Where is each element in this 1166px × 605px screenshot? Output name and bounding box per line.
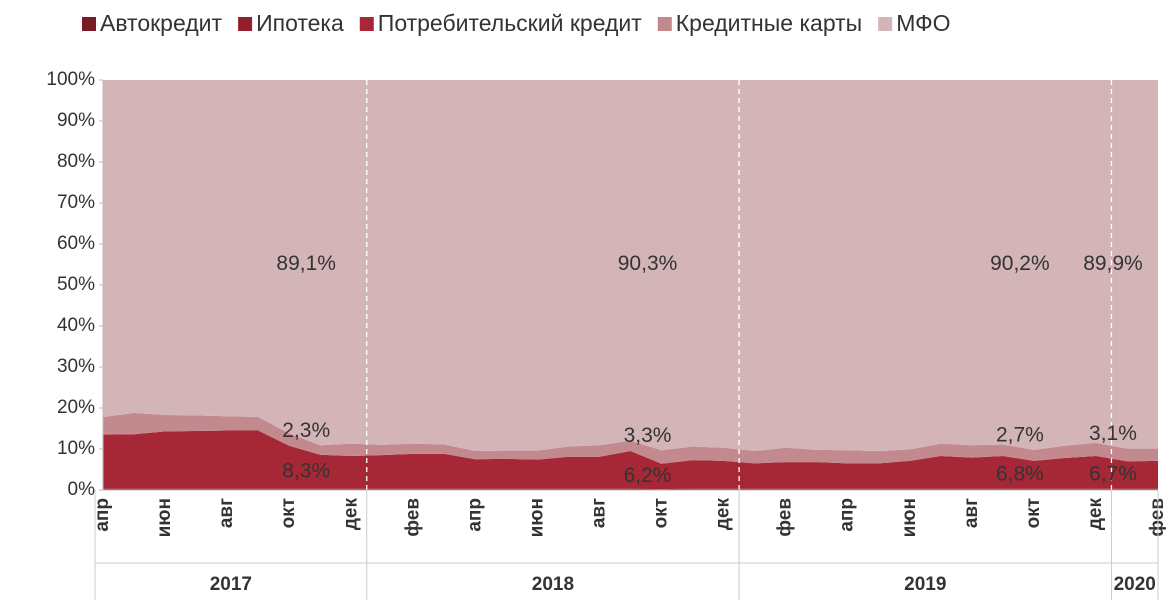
x-tick-label: авг: [216, 498, 237, 528]
year-label: 2019: [904, 574, 946, 595]
x-tick-label: фев: [402, 498, 423, 537]
data-label: 3,3%: [624, 424, 672, 447]
data-label: 3,1%: [1089, 422, 1137, 445]
x-tick-label: дек: [1085, 498, 1106, 531]
y-tick-label: 90%: [57, 110, 95, 131]
y-tick-label: 100%: [46, 69, 95, 90]
y-tick-label: 0%: [68, 479, 96, 500]
legend-label: Ипотека: [256, 10, 344, 36]
y-tick-label: 10%: [57, 438, 95, 459]
y-tick-label: 40%: [57, 315, 95, 336]
legend-label: МФО: [896, 10, 950, 36]
x-tick-label: фев: [1147, 498, 1166, 537]
x-tick-label: апр: [837, 498, 858, 532]
x-tick-label: июн: [154, 498, 175, 537]
legend-swatch: [878, 17, 892, 31]
y-tick-label: 80%: [57, 151, 95, 172]
x-tick-label: авг: [588, 498, 609, 528]
x-tick-label: июн: [899, 498, 920, 537]
area: [103, 489, 1158, 490]
x-tick-label: фев: [775, 498, 796, 537]
legend-label: Кредитные карты: [676, 10, 862, 36]
legend-label: Автокредит: [100, 10, 223, 36]
x-tick-label: июн: [526, 498, 547, 537]
x-tick-label: дек: [340, 498, 361, 531]
data-label: 90,2%: [990, 252, 1050, 275]
x-tick-label: окт: [278, 498, 299, 528]
data-label: 6,7%: [1089, 463, 1137, 486]
data-label: 2,7%: [996, 423, 1044, 446]
data-label: 8,3%: [282, 459, 330, 482]
x-tick-label: апр: [464, 498, 485, 532]
legend-swatch: [82, 17, 96, 31]
data-label: 89,1%: [276, 252, 336, 275]
data-label: 2,3%: [282, 419, 330, 442]
year-label: 2020: [1114, 574, 1156, 595]
y-tick-label: 60%: [57, 233, 95, 254]
y-tick-label: 50%: [57, 274, 95, 295]
data-label: 6,8%: [996, 462, 1044, 485]
y-tick-label: 70%: [57, 192, 95, 213]
legend-swatch: [360, 17, 374, 31]
data-label: 6,2%: [624, 464, 672, 487]
data-label: 90,3%: [618, 252, 678, 275]
x-tick-label: окт: [1023, 498, 1044, 528]
y-tick-label: 20%: [57, 397, 95, 418]
year-label: 2017: [210, 574, 252, 595]
data-label: 89,9%: [1083, 252, 1143, 275]
legend-swatch: [658, 17, 672, 31]
x-tick-label: авг: [961, 498, 982, 528]
legend-swatch: [238, 17, 252, 31]
year-label: 2018: [532, 574, 574, 595]
y-tick-label: 30%: [57, 356, 95, 377]
x-tick-label: окт: [651, 498, 672, 528]
x-tick-label: дек: [713, 498, 734, 531]
legend-label: Потребительский кредит: [378, 10, 642, 36]
